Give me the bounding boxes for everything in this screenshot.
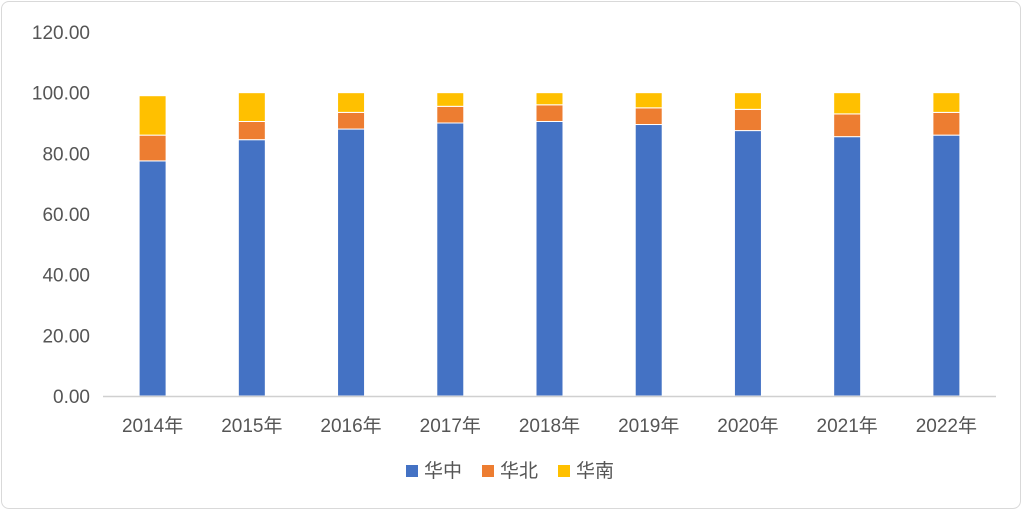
legend-label: 华北	[500, 460, 538, 482]
bar-segment	[337, 111, 366, 130]
legend: 华中 华北 华南	[406, 460, 614, 482]
legend-swatch	[406, 465, 418, 477]
legend-label: 华中	[424, 460, 462, 482]
bar-segment	[932, 134, 961, 397]
y-tick-label: 80.00	[42, 144, 90, 165]
bar-segment	[634, 92, 663, 109]
y-tick-label: 0.00	[53, 387, 90, 408]
bar-segment	[138, 134, 167, 162]
bar-segment	[337, 92, 366, 113]
bar-segment	[833, 92, 862, 115]
y-tick-label: 20.00	[42, 326, 90, 347]
bar-segment	[237, 120, 266, 141]
bar-segment	[932, 111, 961, 136]
y-axis-ticks: 0.00 20.00 40.00 60.00 80.00 100.00 120.00	[32, 23, 90, 408]
legend-swatch	[482, 465, 494, 477]
bar-segment	[237, 139, 266, 397]
x-tick-label: 2018年	[519, 415, 580, 437]
x-tick-label: 2016年	[320, 415, 381, 437]
bar-segment	[634, 124, 663, 397]
y-tick-label: 100.00	[32, 84, 90, 105]
x-tick-label: 2015年	[221, 415, 282, 437]
y-tick-label: 120.00	[32, 23, 90, 44]
x-tick-label: 2021年	[817, 415, 878, 437]
legend-label: 华南	[576, 460, 614, 482]
bar-segment	[932, 92, 961, 113]
x-tick-label: 2020年	[717, 415, 778, 437]
x-tick-label: 2014年	[122, 415, 183, 437]
bar-segment	[138, 160, 167, 397]
bar-segment	[337, 128, 366, 397]
bar-segment	[634, 107, 663, 126]
bar-segment	[833, 136, 862, 397]
bar-segment	[237, 92, 266, 122]
bar-segment	[436, 122, 465, 397]
bar-segment	[535, 120, 564, 397]
legend-swatch	[558, 465, 570, 477]
x-tick-label: 2022年	[916, 415, 977, 437]
bar-segment	[733, 108, 762, 132]
bars	[138, 92, 961, 397]
bar-segment	[138, 95, 167, 136]
bar-segment	[535, 104, 564, 122]
bar-segment	[733, 92, 762, 110]
bar-segment	[436, 92, 465, 107]
bar-segment	[436, 105, 465, 124]
bar-segment	[733, 130, 762, 397]
x-tick-label: 2019年	[618, 415, 679, 437]
y-tick-label: 40.00	[42, 266, 90, 287]
x-axis-ticks: 2014年 2015年 2016年 2017年 2018年 2019年 2020年 2021年…	[122, 415, 977, 437]
x-tick-label: 2017年	[420, 415, 481, 437]
bar-segment	[535, 92, 564, 106]
bar-segment	[833, 113, 862, 138]
y-tick-label: 60.00	[42, 205, 90, 226]
